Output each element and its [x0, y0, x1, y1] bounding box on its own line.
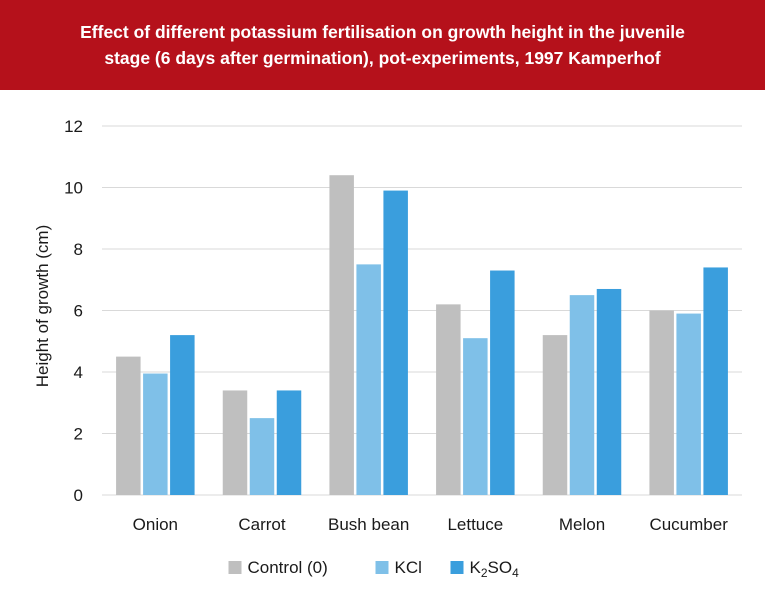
- x-tick-label: Carrot: [238, 515, 286, 534]
- bar-onion-1: [143, 373, 168, 495]
- x-tick-label: Cucumber: [649, 515, 728, 534]
- x-tick-label: Bush bean: [328, 515, 409, 534]
- chart-title-line-2: stage (6 days after germination), pot-ex…: [104, 48, 661, 68]
- bar-carrot-0: [222, 390, 248, 495]
- legend: Control (0) KCl K2SO4: [228, 558, 520, 580]
- bar-lettuce-2: [490, 270, 515, 495]
- bar-bush-bean-2: [383, 190, 408, 495]
- bar-carrot-2: [276, 390, 302, 495]
- y-tick-label: 8: [74, 240, 83, 259]
- bar-bush-bean-1: [356, 264, 381, 495]
- legend-label-1: KCl: [395, 558, 422, 577]
- chart-title-line-1: Effect of different potassium fertilisat…: [80, 22, 685, 42]
- x-tick-label: Lettuce: [447, 515, 503, 534]
- x-tick-label: Onion: [133, 515, 178, 534]
- y-tick-label: 2: [74, 425, 83, 444]
- legend-swatch-2: [450, 561, 464, 574]
- legend-swatch-1: [375, 561, 389, 574]
- bar-cucumber-1: [676, 313, 701, 495]
- bar-melon-2: [596, 288, 622, 495]
- bar-melon-0: [542, 335, 568, 495]
- gridlines: [102, 125, 742, 496]
- bar-cucumber-2: [703, 267, 728, 495]
- x-tick-labels: Onion Carrot Bush bean Lettuce Melon Cucumber: [133, 515, 729, 534]
- bars: [116, 175, 728, 495]
- bar-chart: 0 2 4 6 8 10 12 Onion Carrot Bush bean Lettuce Mel…: [33, 117, 742, 580]
- y-axis-label: Height of growth (cm): [33, 225, 52, 388]
- bar-onion-2: [170, 335, 195, 495]
- y-tick-label: 0: [74, 486, 83, 505]
- title-banner: Effect of different potassium fertilisat…: [0, 0, 765, 90]
- bar-cucumber-0: [649, 310, 674, 495]
- bar-bush-bean-0: [329, 175, 354, 495]
- x-tick-label: Melon: [559, 515, 605, 534]
- bar-onion-0: [116, 356, 141, 495]
- legend-swatch-0: [228, 561, 242, 574]
- bar-melon-1: [569, 295, 595, 495]
- bar-lettuce-1: [463, 338, 488, 495]
- legend-label-0: Control (0): [248, 558, 328, 577]
- y-tick-label: 4: [74, 363, 83, 382]
- y-tick-label: 6: [74, 302, 83, 321]
- legend-label-2: K2SO4: [470, 558, 520, 580]
- bar-carrot-1: [249, 418, 275, 495]
- y-tick-label: 10: [64, 179, 83, 198]
- y-tick-label: 12: [64, 117, 83, 136]
- y-tick-labels: 0 2 4 6 8 10 12: [64, 117, 83, 505]
- bar-lettuce-0: [436, 304, 461, 495]
